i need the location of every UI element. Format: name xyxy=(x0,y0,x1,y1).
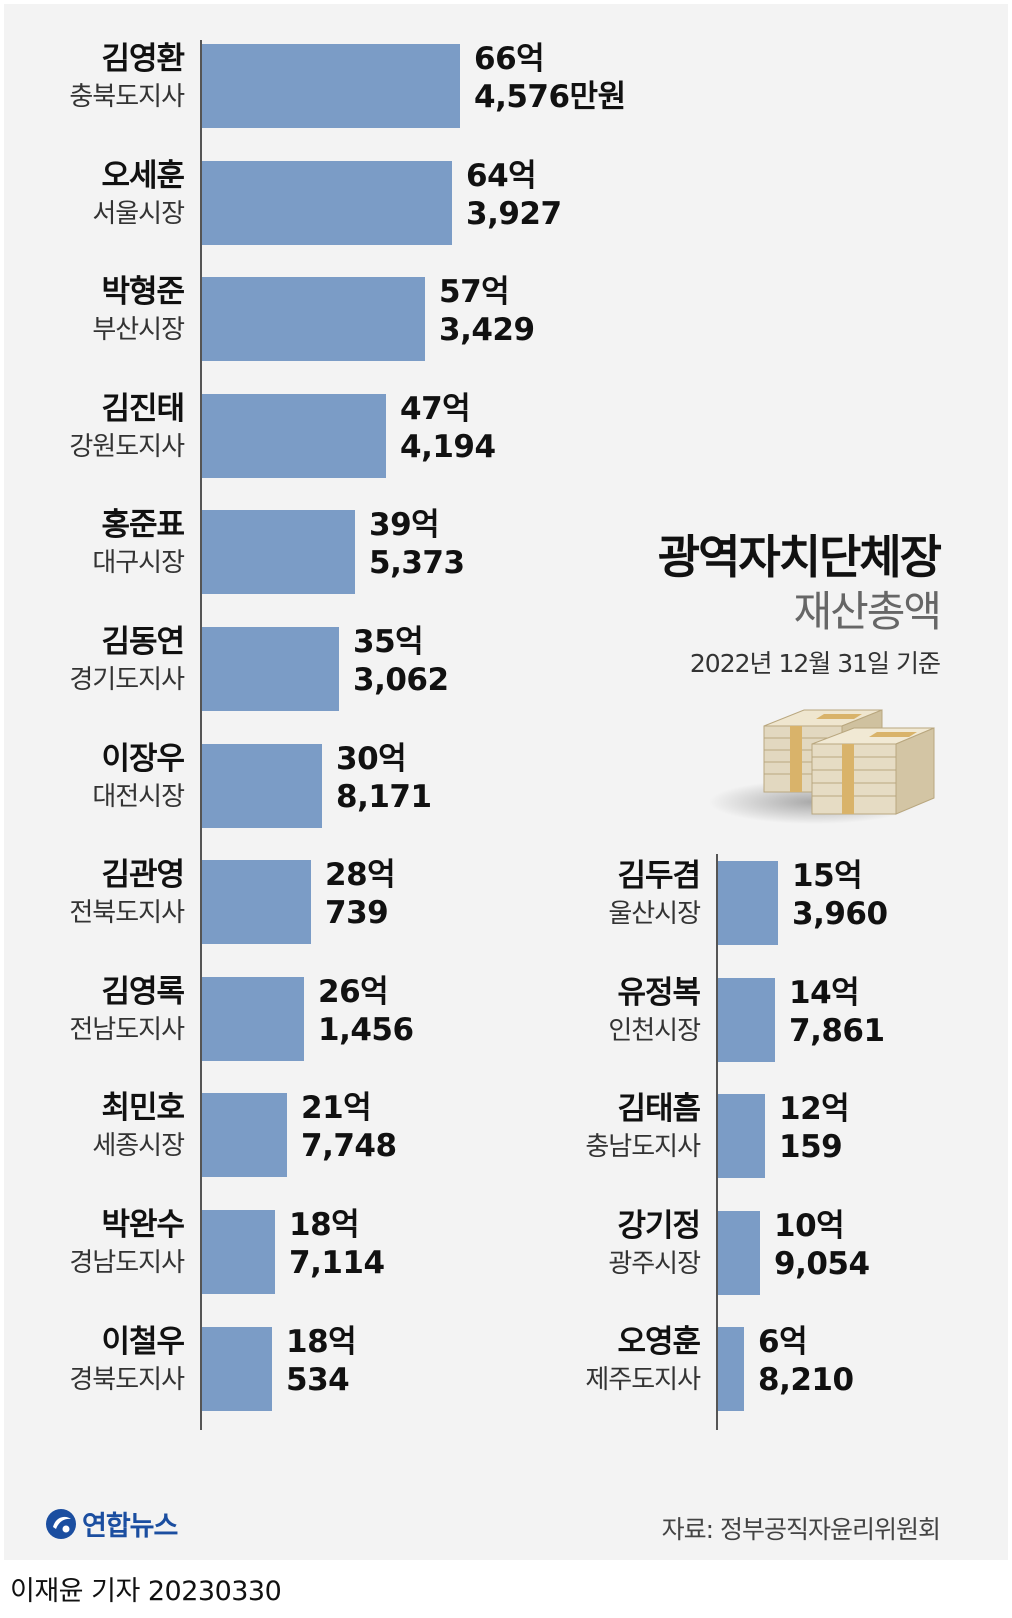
right-bar xyxy=(718,861,778,945)
logo: 연합뉴스 xyxy=(44,1504,178,1543)
left-name: 최민호 xyxy=(101,1090,185,1127)
left-role: 경남도지사 xyxy=(69,1248,185,1278)
left-value-label: 39억 xyxy=(369,507,440,544)
left-value-label: 47억 xyxy=(400,390,471,427)
right-bar xyxy=(718,1094,765,1179)
right-value-label: 15억 xyxy=(792,858,863,894)
right-bar xyxy=(718,977,775,1062)
left-name: 홍준표 xyxy=(101,507,185,544)
left-name: 박형준 xyxy=(101,274,185,311)
left-role: 대전시장 xyxy=(92,781,185,812)
left-value-detail: 7,748 xyxy=(301,1128,397,1165)
left-bar xyxy=(202,277,425,362)
left-role: 강원도지사 xyxy=(69,431,185,462)
left-name: 김영록 xyxy=(101,973,185,1010)
base-date-note: 2022년 12월 31일 기준 xyxy=(689,649,941,678)
left-bar xyxy=(202,160,452,245)
left-name: 김진태 xyxy=(101,390,185,427)
right-role: 광주시장 xyxy=(608,1248,701,1279)
left-role: 전남도지사 xyxy=(69,1014,185,1045)
left-role: 충북도지사 xyxy=(69,82,185,112)
left-value-label: 18억 xyxy=(286,1323,357,1360)
left-value-detail: 3,062 xyxy=(353,662,449,698)
right-bar xyxy=(718,1210,760,1295)
money-stack-icon xyxy=(709,709,935,824)
right-name: 오영훈 xyxy=(617,1324,701,1361)
left-value-detail: 534 xyxy=(286,1361,350,1398)
chart-title: 광역자치단체장 xyxy=(657,530,942,584)
left-value-label: 18억 xyxy=(289,1207,360,1243)
right-value-detail: 9,054 xyxy=(774,1245,870,1282)
left-bar xyxy=(202,393,386,478)
left-name: 김동연 xyxy=(101,624,185,660)
left-bar xyxy=(202,976,304,1061)
left-value-label: 30억 xyxy=(336,740,407,777)
left-value-label: 21억 xyxy=(301,1090,372,1127)
left-value-label: 57억 xyxy=(439,274,510,311)
right-value-label: 14억 xyxy=(789,974,860,1011)
left-bar xyxy=(202,1210,275,1294)
left-bar xyxy=(202,860,311,945)
left-bar xyxy=(202,627,339,711)
right-value-label: 10억 xyxy=(774,1207,845,1244)
right-bar xyxy=(718,1327,744,1412)
left-role: 대구시장 xyxy=(92,548,185,579)
left-value-detail: 739 xyxy=(325,895,389,932)
left-bar xyxy=(202,510,355,595)
left-name: 오세훈 xyxy=(101,157,185,194)
right-value-detail: 8,210 xyxy=(758,1362,854,1399)
left-name: 박완수 xyxy=(101,1207,185,1243)
right-role: 제주도지사 xyxy=(585,1365,701,1396)
left-value-detail: 3,927 xyxy=(466,195,562,232)
left-value-detail: 7,114 xyxy=(289,1245,385,1281)
right-value-label: 12억 xyxy=(779,1091,850,1128)
logo-icon xyxy=(46,1508,76,1539)
chart-subtitle: 재산총액 xyxy=(793,587,942,636)
source-note: 자료: 정부공직자윤리위원회 xyxy=(661,1515,941,1544)
logo-text: 연합뉴스 xyxy=(82,1511,178,1542)
right-value-detail: 3,960 xyxy=(792,896,888,932)
left-bar xyxy=(202,44,460,128)
left-role: 경기도지사 xyxy=(69,665,185,695)
left-role: 경북도지사 xyxy=(69,1364,185,1395)
left-value-label: 35억 xyxy=(353,624,424,660)
reporter-credit: 이재윤 기자 20230330 xyxy=(10,1576,282,1607)
right-value-label: 6억 xyxy=(758,1324,808,1361)
right-name: 강기정 xyxy=(617,1207,701,1244)
left-name: 이장우 xyxy=(101,740,185,777)
left-value-label: 64억 xyxy=(466,157,537,194)
left-role: 서울시장 xyxy=(92,198,185,229)
left-value-label: 66억 xyxy=(474,41,545,77)
right-role: 울산시장 xyxy=(608,899,701,929)
left-axis xyxy=(200,40,202,1430)
left-value-label: 28억 xyxy=(325,857,396,894)
left-value-detail: 8,171 xyxy=(336,778,432,815)
left-role: 세종시장 xyxy=(92,1131,185,1162)
right-role: 충남도지사 xyxy=(585,1132,701,1163)
left-role: 전북도지사 xyxy=(69,898,185,929)
right-role: 인천시장 xyxy=(608,1015,701,1046)
left-value-detail: 4,194 xyxy=(400,428,496,465)
left-name: 김영환 xyxy=(101,41,185,77)
right-name: 김태흠 xyxy=(617,1091,701,1128)
left-role: 부산시장 xyxy=(92,315,185,346)
left-name: 김관영 xyxy=(101,857,185,894)
right-value-detail: 159 xyxy=(779,1129,843,1166)
left-value-detail: 1,456 xyxy=(318,1011,414,1048)
left-bar xyxy=(202,1093,287,1178)
right-name: 김두겸 xyxy=(617,858,701,894)
left-value-detail: 5,373 xyxy=(369,545,465,582)
right-value-detail: 7,861 xyxy=(789,1012,885,1049)
left-bar xyxy=(202,1326,272,1411)
left-value-detail: 3,429 xyxy=(439,312,535,349)
right-axis xyxy=(716,854,718,1430)
left-name: 이철우 xyxy=(101,1323,185,1360)
left-value-detail: 4,576만원 xyxy=(474,79,626,115)
left-value-label: 26억 xyxy=(318,973,389,1010)
right-name: 유정복 xyxy=(617,974,701,1011)
left-bar xyxy=(202,743,322,828)
